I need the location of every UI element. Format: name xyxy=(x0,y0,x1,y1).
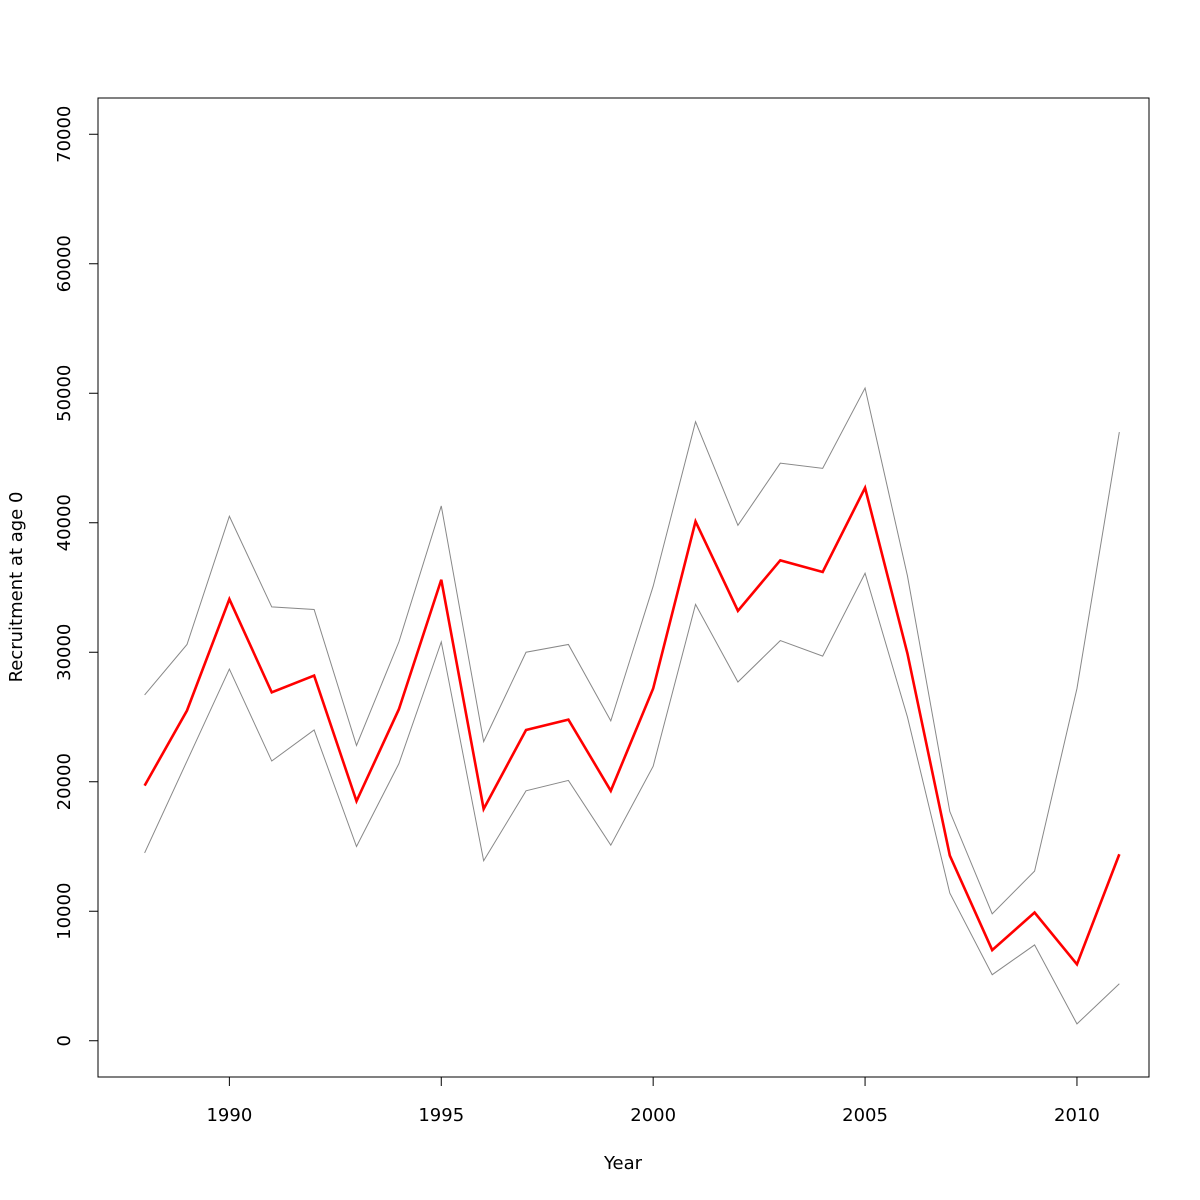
x-axis: 1990 1995 2000 2005 2010 xyxy=(206,1076,1100,1126)
x-tick-label: 1995 xyxy=(418,1105,464,1126)
y-tick-label: 20000 xyxy=(54,753,75,810)
y-axis-title: Recruitment at age 0 xyxy=(6,492,27,683)
series-line-upper-bound xyxy=(144,386,1120,915)
y-tick-label: 70000 xyxy=(54,106,75,163)
x-tick-label: 2010 xyxy=(1054,1105,1100,1126)
y-tick-label: 0 xyxy=(54,1035,75,1046)
x-tick-label: 2005 xyxy=(842,1105,888,1126)
y-tick-label: 10000 xyxy=(54,883,75,940)
x-axis-title: Year xyxy=(603,1153,643,1174)
y-tick-label: 60000 xyxy=(54,235,75,292)
x-tick-label: 1990 xyxy=(206,1105,252,1126)
y-tick-label: 40000 xyxy=(54,494,75,551)
plot-frame xyxy=(97,97,1150,1078)
y-axis: 0 10000 20000 30000 40000 50000 60000 70000 xyxy=(54,106,99,1046)
series-line-estimate xyxy=(143,484,1121,967)
y-tick-label: 30000 xyxy=(54,624,75,681)
y-tick-label: 50000 xyxy=(54,365,75,422)
series-line-lower-bound xyxy=(144,571,1120,1025)
x-tick-label: 2000 xyxy=(630,1105,676,1126)
series-layer xyxy=(143,386,1121,1025)
